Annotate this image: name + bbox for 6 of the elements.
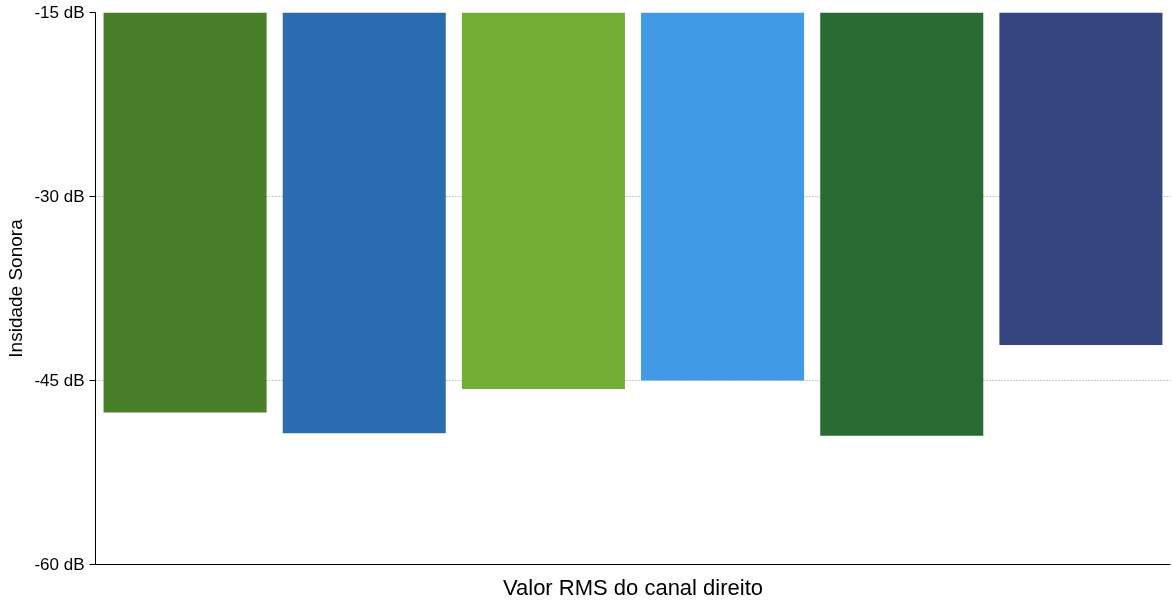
y-tick-label: -15 dB — [34, 3, 85, 22]
y-tick-label: -30 dB — [34, 187, 85, 206]
y-axis-title: Insidade Sonora — [5, 218, 27, 358]
x-axis-title: Valor RMS do canal direito — [502, 574, 764, 600]
y-tick-label: -45 dB — [34, 371, 85, 390]
y-tick-label: -60 dB — [34, 555, 85, 574]
